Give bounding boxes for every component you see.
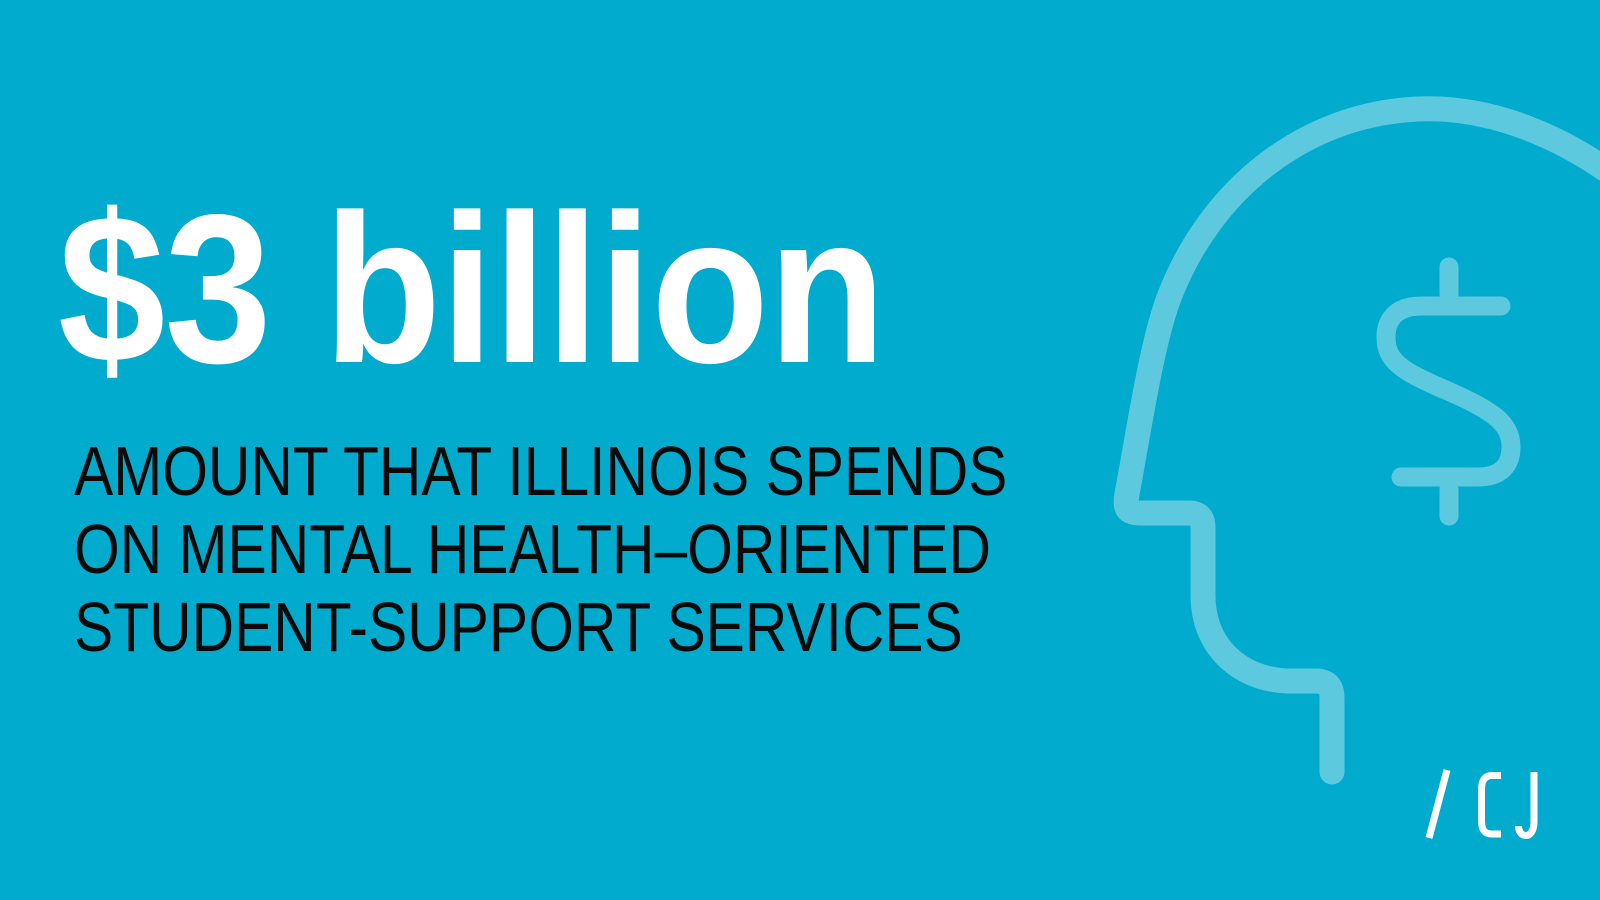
j-glyph	[1515, 772, 1538, 840]
c-glyph	[1478, 772, 1501, 838]
slash-cj-logo: / CJ	[1415, 760, 1550, 850]
description-line-1: AMOUNT THAT ILLINOIS SPENDS	[74, 432, 1008, 510]
head-profile-icon	[1113, 96, 1600, 785]
dollar-sign-icon	[1376, 296, 1521, 487]
description-line-3: STUDENT-SUPPORT SERVICES	[74, 588, 963, 666]
headline-amount: $3 billion	[58, 170, 886, 407]
slash-glyph	[1425, 769, 1451, 839]
description: AMOUNT THAT ILLINOIS SPENDS ON MENTAL HE…	[74, 432, 1185, 666]
slash-cj-logo-glyphs	[1425, 769, 1538, 840]
description-line-2: ON MENTAL HEALTH–ORIENTED	[74, 510, 991, 588]
